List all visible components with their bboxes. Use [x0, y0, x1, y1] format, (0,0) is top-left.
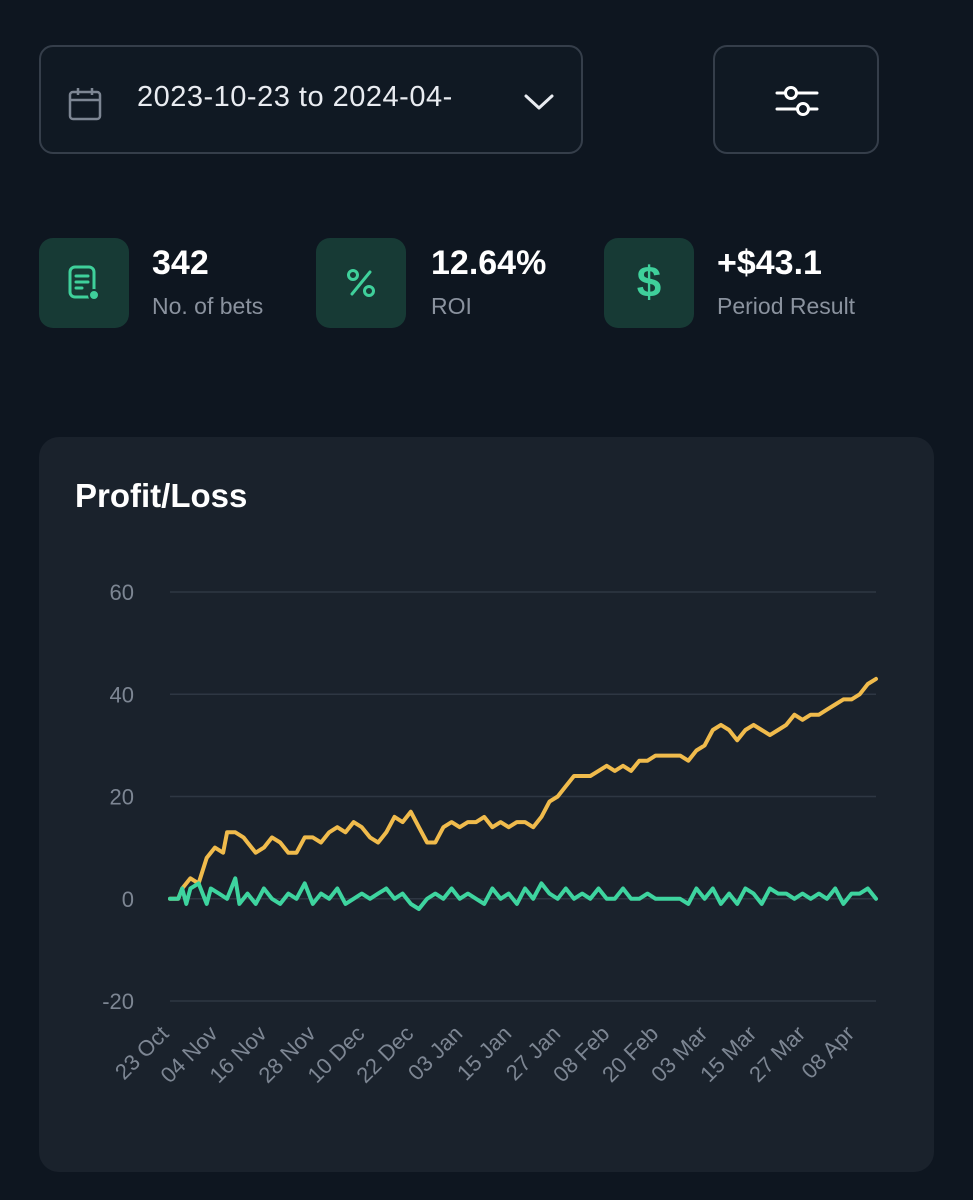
- cumulative-profit-line: [168, 676, 878, 901]
- profit-loss-card: Profit/Loss 60 40 20 0 -20 23 Oct 04 Nov 16 Nov…: [39, 437, 934, 1172]
- x-tick-label: 27 Mar: [744, 1021, 810, 1087]
- period-result-value: +$43.1: [717, 244, 822, 282]
- date-range-select[interactable]: 2023-10-23 to 2024-04-: [39, 45, 583, 154]
- x-tick-label: 15 Jan: [452, 1021, 516, 1085]
- calendar-icon: [68, 88, 102, 121]
- sliders-icon: [775, 86, 819, 116]
- date-range-value: 2023-10-23 to 2024-04-: [137, 81, 453, 113]
- stat-bets: 342 No. of bets: [39, 238, 299, 328]
- chevron-down-icon: [524, 94, 554, 110]
- filter-button[interactable]: [713, 45, 879, 154]
- dollar-icon: $: [604, 238, 694, 328]
- daily-profit-line: [168, 876, 878, 911]
- percent-icon: [316, 238, 406, 328]
- stat-period-result: $ +$43.1 Period Result: [604, 238, 894, 328]
- stat-roi: 12.64% ROI: [316, 238, 586, 328]
- y-tick-label: 0: [122, 887, 134, 912]
- y-tick-label: 20: [110, 785, 134, 810]
- y-tick-label: 60: [110, 580, 134, 605]
- period-result-label: Period Result: [717, 293, 856, 319]
- roi-value: 12.64%: [431, 244, 547, 282]
- bets-label: No. of bets: [152, 293, 264, 319]
- chart-title: Profit/Loss: [75, 477, 248, 514]
- bet-slip-icon: [39, 238, 129, 328]
- y-tick-label: 40: [110, 682, 134, 707]
- bets-count: 342: [152, 244, 209, 282]
- y-tick-label: -20: [102, 989, 134, 1014]
- roi-label: ROI: [431, 293, 472, 319]
- x-tick-label: 08 Apr: [796, 1021, 859, 1084]
- x-tick-label: 03 Jan: [403, 1021, 467, 1085]
